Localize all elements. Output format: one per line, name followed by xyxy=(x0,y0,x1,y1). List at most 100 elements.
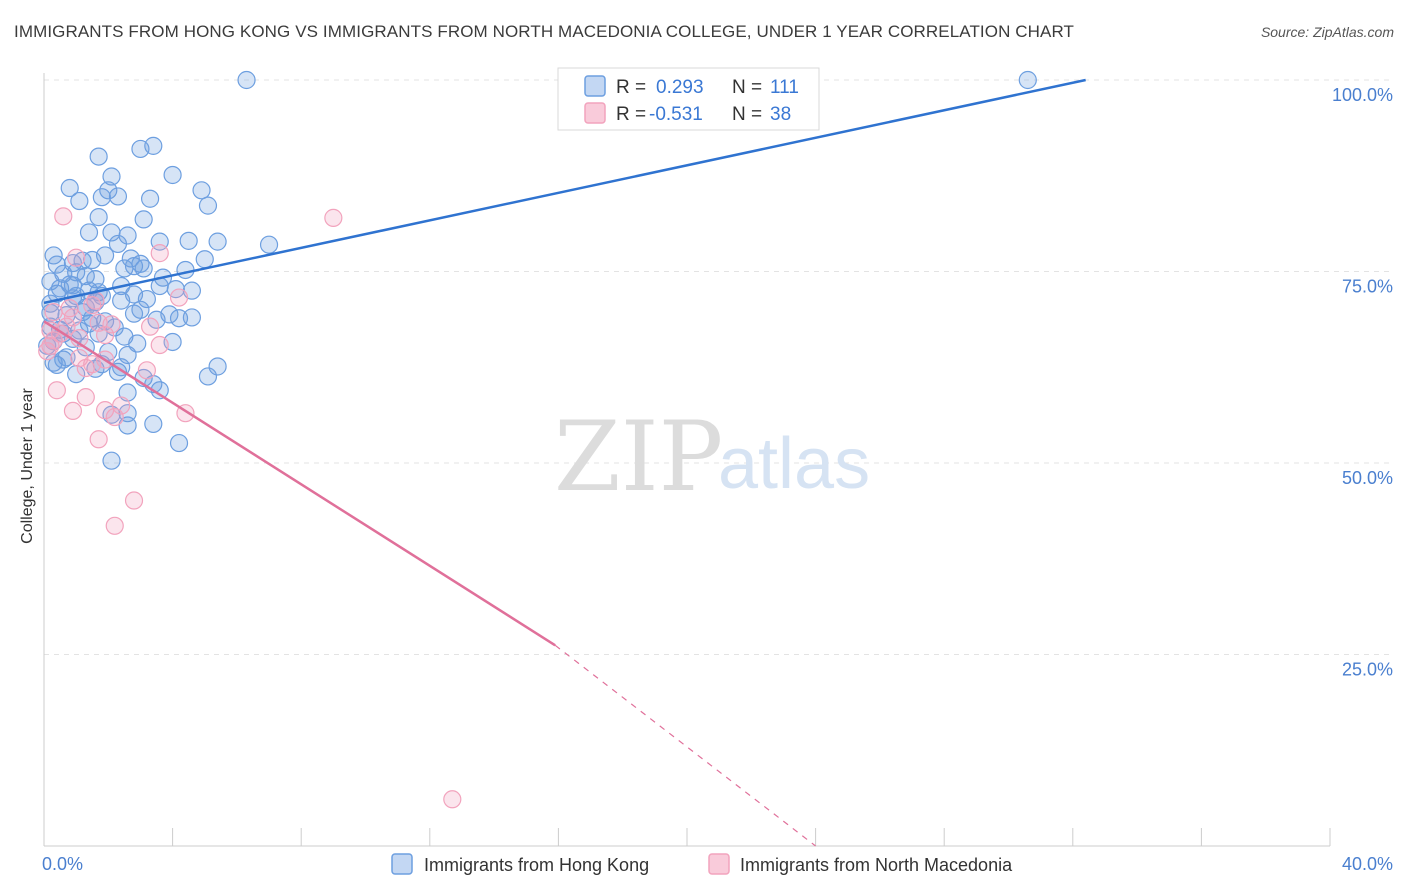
point-hong-kong xyxy=(124,304,144,323)
point-hong-kong xyxy=(47,255,66,274)
point-hong-kong xyxy=(83,309,102,328)
point-north-macedonia xyxy=(443,790,462,809)
x-ticks xyxy=(43,828,1331,846)
x-tick-labels: 0.0% 40.0% xyxy=(42,854,1393,874)
point-hong-kong xyxy=(208,232,227,251)
source-label: Source: ZipAtlas.com xyxy=(1260,24,1394,40)
point-hong-kong xyxy=(131,254,150,273)
point-north-macedonia xyxy=(38,342,57,361)
point-north-macedonia xyxy=(150,335,169,355)
point-north-macedonia xyxy=(44,331,63,350)
y-tick-label: 50.0% xyxy=(1342,468,1393,488)
point-hong-kong xyxy=(108,187,128,206)
y-tick-label: 25.0% xyxy=(1342,660,1393,680)
point-hong-kong xyxy=(198,196,218,215)
series-legend: Immigrants from Hong Kong Immigrants fro… xyxy=(391,853,1013,875)
y-tick-label: 100.0% xyxy=(1332,85,1393,105)
point-hong-kong xyxy=(47,355,66,375)
correlation-legend: R = 0.293 N = 111 R = -0.531 N = 38 xyxy=(557,67,820,131)
point-hong-kong xyxy=(79,223,99,242)
series-legend-swatch-hong-kong xyxy=(391,853,413,875)
point-north-macedonia xyxy=(140,317,160,336)
point-hong-kong xyxy=(102,451,121,470)
point-north-macedonia xyxy=(67,248,86,267)
chart-title: IMMIGRANTS FROM HONG KONG VS IMMIGRANTS … xyxy=(14,22,1075,41)
legend-n-value-hong-kong: 111 xyxy=(770,77,799,98)
point-hong-kong xyxy=(92,188,111,207)
point-north-macedonia xyxy=(44,302,63,322)
point-hong-kong xyxy=(134,210,153,229)
point-north-macedonia xyxy=(124,491,144,510)
legend-r-label-1: R = xyxy=(616,77,646,98)
series-legend-label-hong-kong: Immigrants from Hong Kong xyxy=(424,855,649,875)
legend-swatch-north-macedonia xyxy=(584,102,606,124)
point-north-macedonia xyxy=(63,401,83,421)
point-north-macedonia xyxy=(54,207,73,226)
point-hong-kong xyxy=(124,285,144,304)
point-hong-kong xyxy=(176,260,195,280)
legend-swatch-hong-kong xyxy=(584,75,606,97)
legend-n-value-north-macedonia: 38 xyxy=(770,104,791,125)
point-hong-kong xyxy=(169,309,189,328)
point-hong-kong xyxy=(115,259,134,278)
point-north-macedonia xyxy=(89,430,108,449)
point-hong-kong xyxy=(259,235,279,254)
point-north-macedonia xyxy=(137,361,156,380)
point-hong-kong xyxy=(89,324,108,343)
trend-line-north-macedonia-extension xyxy=(554,644,816,847)
point-north-macedonia xyxy=(95,325,115,345)
point-hong-kong xyxy=(108,234,128,254)
series-legend-swatch-north-macedonia xyxy=(708,853,730,875)
series-north-macedonia-points xyxy=(38,207,462,809)
point-hong-kong xyxy=(89,208,108,227)
point-hong-kong xyxy=(1018,70,1037,90)
point-hong-kong xyxy=(195,250,214,269)
legend-r-label-2: R = xyxy=(616,104,646,125)
point-hong-kong xyxy=(99,181,118,200)
point-hong-kong xyxy=(102,405,121,424)
point-north-macedonia xyxy=(105,407,124,427)
grid-lines xyxy=(44,79,1392,655)
trend-lines xyxy=(43,78,1086,847)
point-hong-kong xyxy=(118,416,137,435)
trend-line-north-macedonia xyxy=(43,320,556,647)
point-hong-kong xyxy=(144,414,163,434)
point-hong-kong xyxy=(179,231,198,250)
watermark-atlas-text: atlas xyxy=(718,424,870,504)
point-north-macedonia xyxy=(324,208,343,227)
point-hong-kong xyxy=(208,357,227,376)
point-hong-kong xyxy=(83,250,102,270)
point-hong-kong xyxy=(192,181,211,200)
point-hong-kong xyxy=(169,433,189,453)
trend-line-hong-kong xyxy=(43,78,1086,305)
point-hong-kong xyxy=(237,70,256,90)
point-north-macedonia xyxy=(150,244,169,263)
y-tick-labels: 25.0% 50.0% 75.0% 100.0% xyxy=(1332,85,1393,680)
x-tick-label-min: 0.0% xyxy=(42,854,83,874)
legend-r-value-hong-kong: 0.293 xyxy=(656,77,704,98)
legend-r-value-north-macedonia: -0.531 xyxy=(649,104,703,125)
point-hong-kong xyxy=(131,139,150,159)
y-tick-label: 75.0% xyxy=(1342,277,1393,297)
point-hong-kong xyxy=(198,367,218,386)
point-hong-kong xyxy=(70,191,89,211)
point-north-macedonia xyxy=(105,516,124,535)
legend-n-label-1: N = xyxy=(732,77,762,98)
point-north-macedonia xyxy=(41,336,60,355)
point-hong-kong xyxy=(160,305,179,324)
point-north-macedonia xyxy=(63,308,83,327)
x-tick-label-max: 40.0% xyxy=(1342,854,1393,874)
point-hong-kong xyxy=(50,279,70,298)
point-north-macedonia xyxy=(83,296,102,315)
point-north-macedonia xyxy=(169,288,189,307)
point-hong-kong xyxy=(57,348,76,367)
point-hong-kong xyxy=(140,189,160,208)
watermark: ZIP atlas xyxy=(554,401,870,513)
point-north-macedonia xyxy=(102,315,121,334)
point-north-macedonia xyxy=(76,388,95,407)
point-north-macedonia xyxy=(47,381,66,400)
watermark-zip-text: ZIP xyxy=(554,401,723,513)
series-legend-label-north-macedonia: Immigrants from North Macedonia xyxy=(740,855,1013,875)
point-north-macedonia xyxy=(76,358,95,378)
